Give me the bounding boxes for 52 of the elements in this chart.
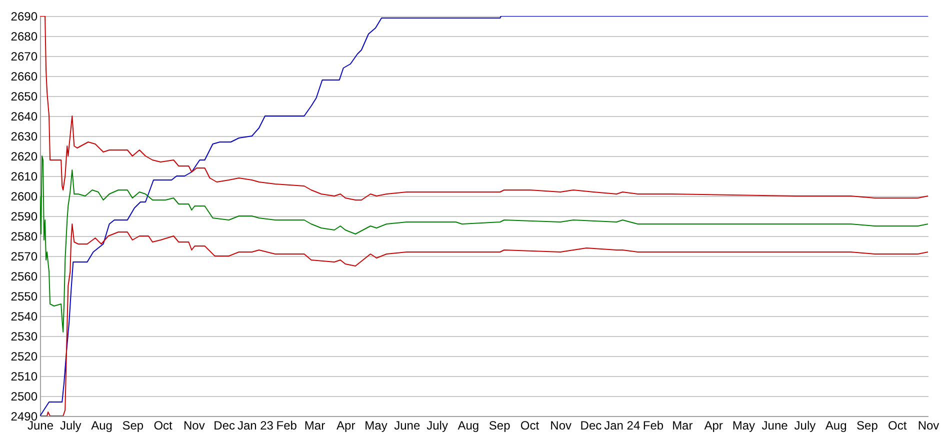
x-tick-label: Nov <box>184 418 205 432</box>
x-tick-label: June <box>394 418 420 432</box>
y-tick-label: 2620 <box>10 150 38 164</box>
y-tick-label: 2510 <box>10 370 38 384</box>
x-tick-label: June <box>762 418 788 432</box>
x-tick-label: Feb <box>642 418 664 432</box>
x-tick-label: Nov <box>918 418 940 432</box>
x-tick-label: July <box>426 418 448 432</box>
x-tick-label: Apr <box>704 418 723 432</box>
y-tick-label: 2650 <box>10 90 38 104</box>
y-tick-label: 2580 <box>10 230 38 244</box>
x-tick-label: Feb <box>276 418 298 432</box>
y-tick-label: 2630 <box>10 130 38 144</box>
x-tick-label: Dec <box>214 418 235 432</box>
x-tick-label: Nov <box>550 418 572 432</box>
x-tick-label: Jan 24 <box>604 418 640 432</box>
x-tick-label: Dec <box>580 418 602 432</box>
x-tick-label: May <box>732 418 756 432</box>
y-tick-label: 2670 <box>10 50 38 64</box>
x-tick-label: Aug <box>825 418 847 432</box>
y-tick-label: 2500 <box>10 390 38 404</box>
x-tick-label: Oct <box>154 418 174 432</box>
x-tick-label: July <box>794 418 816 432</box>
y-tick-label: 2600 <box>10 190 38 204</box>
x-tick-label: Sep <box>122 418 144 432</box>
y-tick-label: 2610 <box>10 170 38 184</box>
line-series <box>40 16 928 200</box>
y-tick-label: 2690 <box>10 10 38 24</box>
x-tick-label: May <box>364 418 388 432</box>
y-tick-label: 2560 <box>10 270 38 284</box>
x-tick-label: Oct <box>888 418 908 432</box>
x-tick-label: Sep <box>488 418 511 432</box>
y-tick-label: 2520 <box>10 350 38 364</box>
y-tick-label: 2640 <box>10 110 38 124</box>
x-tick-label: Aug <box>458 418 480 432</box>
line-series <box>40 156 928 332</box>
y-tick-label: 2530 <box>10 330 38 344</box>
y-tick-label: 2680 <box>10 30 38 44</box>
x-tick-label: Jan 23 <box>237 418 274 432</box>
x-tick-label: Mar <box>304 418 326 432</box>
y-tick-label: 2590 <box>10 210 38 224</box>
y-tick-label: 2570 <box>10 250 38 264</box>
x-tick-label: Aug <box>91 418 112 432</box>
line-series <box>40 16 928 416</box>
x-tick-label: Sep <box>856 418 878 432</box>
x-tick-label: Oct <box>520 418 540 432</box>
x-tick-label: July <box>60 418 82 432</box>
y-tick-label: 2540 <box>10 310 38 324</box>
x-tick-label: Apr <box>336 418 356 432</box>
y-tick-label: 2660 <box>10 70 38 84</box>
x-tick-label: Mar <box>672 418 693 432</box>
y-tick-label: 2550 <box>10 290 38 304</box>
